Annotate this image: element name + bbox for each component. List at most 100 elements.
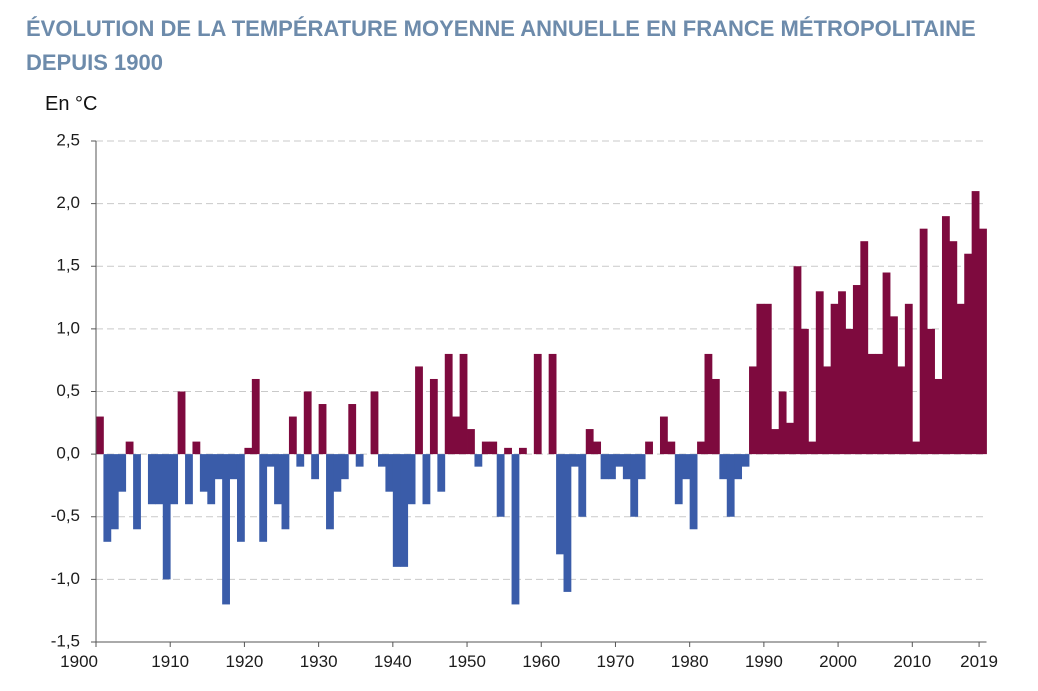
bar-1937 (370, 391, 379, 455)
bar-1923 (266, 454, 275, 467)
bar-1940 (392, 454, 401, 567)
bar-1988 (749, 366, 757, 455)
bar-1939 (385, 454, 394, 492)
bar-1941 (400, 454, 409, 567)
bar-1913 (192, 441, 201, 455)
bar-1948 (452, 416, 461, 455)
bar-2004 (867, 353, 876, 455)
y-tick-label: 2,5 (56, 130, 80, 149)
bar-1967 (593, 441, 602, 455)
bar-1979 (682, 454, 691, 480)
bar-2012 (927, 328, 935, 455)
bar-1924 (274, 454, 282, 505)
y-tick-label: 0,5 (56, 381, 80, 400)
bar-1973 (637, 454, 646, 480)
bar-1900 (96, 416, 104, 455)
bar-1922 (259, 454, 268, 542)
bar-2011 (919, 228, 928, 455)
bar-1957 (518, 447, 527, 455)
bar-1921 (251, 378, 260, 455)
bar-1955 (504, 447, 512, 455)
bar-1978 (674, 454, 683, 505)
bar-1992 (778, 391, 787, 455)
bar-2003 (860, 241, 869, 455)
x-tick-label: 2019 (960, 652, 998, 671)
bar-1966 (585, 429, 594, 455)
y-axis-label: En °C (45, 93, 97, 115)
y-tick-label: 1,5 (56, 256, 80, 275)
bar-2000 (838, 291, 846, 455)
bar-1935 (355, 454, 364, 467)
x-tick-label: 1930 (300, 652, 338, 671)
bar-1987 (741, 454, 750, 467)
bar-1909 (162, 454, 171, 580)
bar-1944 (422, 454, 431, 505)
bar-1956 (511, 454, 520, 605)
bar-1919 (236, 454, 245, 542)
bar-1902 (110, 454, 119, 530)
bar-1991 (771, 429, 780, 455)
bar-1910 (170, 454, 179, 505)
bar-1959 (533, 353, 542, 455)
x-tick-label: 1960 (522, 652, 560, 671)
bar-1976 (659, 416, 668, 455)
x-tick-label: 1950 (448, 652, 486, 671)
bar-1914 (199, 454, 208, 492)
x-tick-label: 1900 (60, 652, 98, 671)
bar-1943 (415, 366, 423, 455)
bar-2018 (971, 191, 980, 455)
bar-1907 (147, 454, 156, 505)
bar-1953 (489, 441, 498, 455)
bar-1983 (711, 378, 720, 455)
y-tick-label: -1,0 (51, 569, 80, 588)
bar-2002 (852, 285, 861, 455)
bar-2005 (875, 353, 884, 455)
bar-1938 (377, 454, 386, 467)
bar-1917 (222, 454, 230, 605)
bar-1949 (459, 353, 468, 455)
bar-2015 (949, 241, 958, 455)
bar-1985 (726, 454, 735, 517)
bar-1993 (786, 422, 794, 455)
bar-1982 (704, 353, 713, 455)
y-tick-label: 2,0 (56, 193, 80, 212)
y-tick-label: 0,0 (56, 444, 80, 463)
bar-1950 (467, 429, 475, 455)
bar-1932 (333, 454, 342, 492)
bars (96, 191, 987, 605)
bar-1963 (563, 454, 572, 592)
bar-1968 (600, 454, 609, 480)
bar-1911 (177, 391, 186, 455)
bar-1984 (719, 454, 728, 480)
bar-1962 (556, 454, 564, 555)
bar-2019 (979, 228, 987, 455)
bar-1977 (667, 441, 676, 455)
bar-1903 (118, 454, 127, 492)
axes (91, 140, 987, 647)
bar-1947 (444, 353, 453, 455)
bar-1970 (615, 454, 624, 467)
x-tick-label: 1980 (671, 652, 709, 671)
y-tick-label: -0,5 (51, 506, 80, 525)
x-tick-label: 2000 (819, 652, 857, 671)
y-tick-labels: 2,5 2,0 1,5 1,0 0,5 0,0 -0,5 -1,0 -1,5 (51, 130, 80, 650)
bar-2009 (904, 303, 913, 455)
bar-1918 (229, 454, 238, 480)
bar-1996 (808, 441, 817, 455)
bar-1934 (348, 404, 357, 455)
bar-1916 (214, 454, 223, 480)
bar-1997 (815, 291, 824, 455)
bar-2007 (890, 316, 898, 455)
bar-1946 (437, 454, 446, 492)
bar-1926 (288, 416, 297, 455)
bar-1912 (185, 454, 193, 505)
bar-2013 (934, 378, 943, 455)
x-tick-label: 1940 (374, 652, 412, 671)
bar-1952 (481, 441, 490, 455)
x-tick-label: 1990 (745, 652, 783, 671)
bar-1927 (296, 454, 305, 467)
bar-2008 (897, 366, 906, 455)
bar-1969 (608, 454, 616, 480)
bar-1901 (103, 454, 112, 542)
